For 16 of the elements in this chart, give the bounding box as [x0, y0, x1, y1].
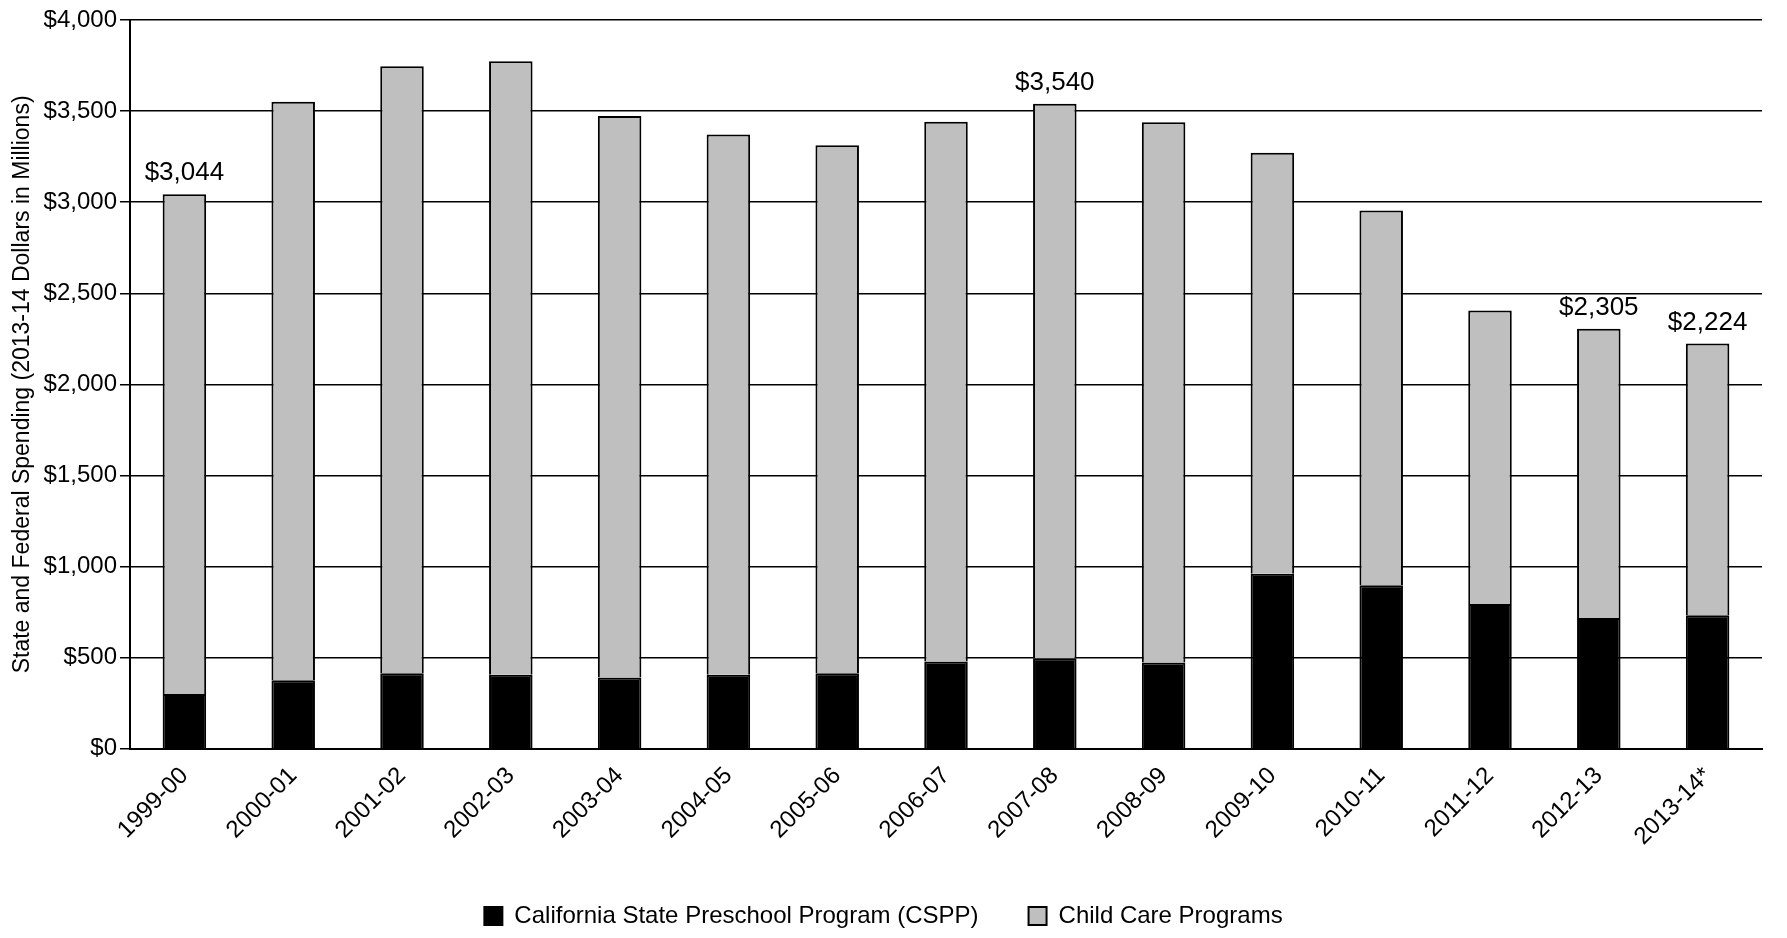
y-tick-label: $4,000 — [43, 4, 118, 32]
y-tick-label: $2,000 — [43, 369, 118, 396]
total-label: $2,224 — [1667, 305, 1748, 336]
y-tick-label: $0 — [90, 733, 118, 761]
y-tick-label: $3,500 — [43, 95, 118, 123]
y-tick-label: $500 — [63, 642, 118, 670]
y-tick-label: $1,000 — [43, 551, 118, 579]
total-label: $3,044 — [144, 156, 225, 187]
total-label: $3,540 — [1015, 65, 1095, 96]
y-tick-label: $2,500 — [43, 277, 118, 305]
legend-label: Child Care Programs — [1058, 900, 1283, 928]
y-tick-label: $3,000 — [43, 186, 118, 214]
y-tick-label: $1,500 — [43, 460, 118, 488]
total-label: $2,305 — [1559, 290, 1639, 321]
y-axis-title: State and Federal Spending (2013-14 Dollars in Millions) — [8, 95, 35, 674]
legend-label: California State Preschool Program (CSPP) — [514, 900, 979, 928]
